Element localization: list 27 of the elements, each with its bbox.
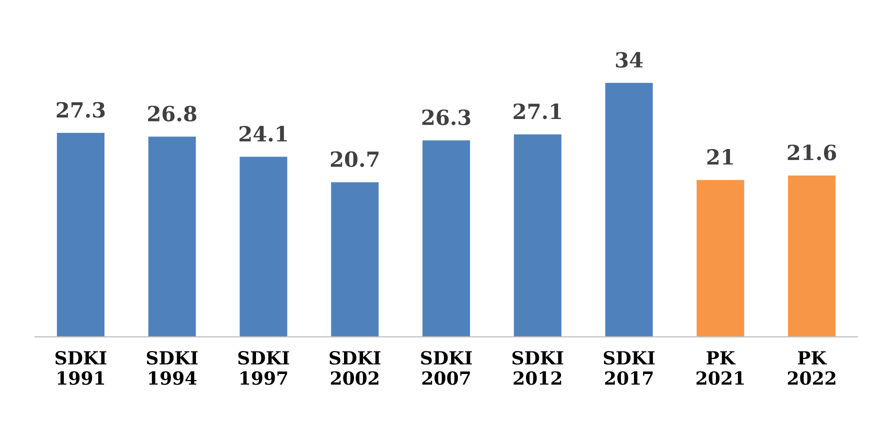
data-label: 21.6 <box>788 144 836 160</box>
bar <box>148 136 196 337</box>
data-label: 21 <box>707 149 733 165</box>
bar <box>56 132 104 337</box>
x-tick-label: PK 2021 <box>696 351 744 385</box>
x-tick-label: SDKI 2012 <box>512 351 564 385</box>
bar <box>422 140 470 337</box>
data-label: 27.1 <box>514 103 561 120</box>
x-tick-label: SDKI 2017 <box>604 351 655 385</box>
x-tick-label: SDKI 2007 <box>421 351 472 385</box>
bar <box>331 182 379 337</box>
data-label: 26.8 <box>148 106 196 122</box>
x-tick-label: SDKI 1994 <box>146 351 198 385</box>
bar <box>788 175 836 337</box>
x-tick-label: SDKI 1991 <box>55 351 106 385</box>
data-label: 26.3 <box>422 109 470 126</box>
x-tick-label: SDKI 1997 <box>238 351 290 385</box>
bar <box>240 156 288 337</box>
bar <box>514 134 562 337</box>
data-label: 20.7 <box>330 151 379 168</box>
data-label: 27.3 <box>56 102 105 118</box>
bar <box>696 180 744 337</box>
x-tick-label: PK 2022 <box>788 351 836 385</box>
data-label: 24.1 <box>239 126 287 142</box>
data-label: 34 <box>616 52 643 68</box>
bar <box>605 82 653 337</box>
x-tick-label: SDKI 2002 <box>330 351 380 385</box>
